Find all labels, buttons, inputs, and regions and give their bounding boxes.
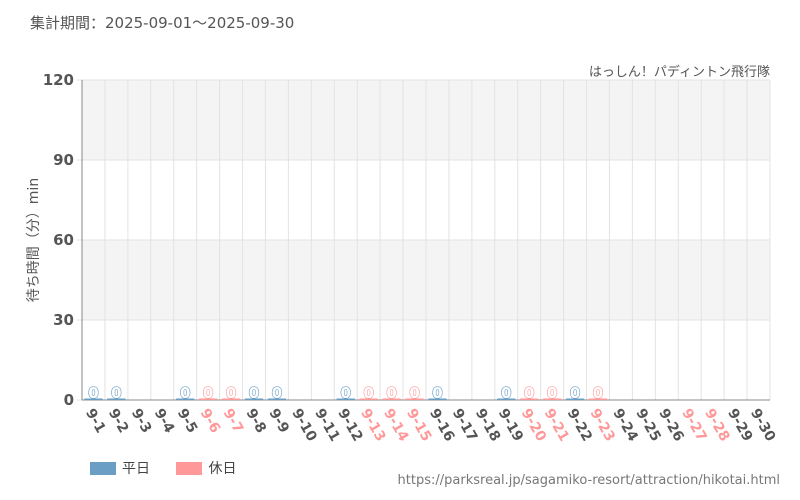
data-label: 0 [249, 384, 259, 402]
weekday-swatch [90, 461, 116, 475]
data-label: 0 [180, 384, 190, 402]
bar [267, 398, 287, 400]
bar [84, 398, 103, 400]
data-label: 0 [570, 384, 580, 402]
bar [588, 398, 608, 400]
legend: 平日 休日 [90, 458, 258, 479]
bar [382, 398, 401, 400]
legend-item-holiday[interactable]: 休日 [176, 458, 236, 478]
source-url[interactable]: https://parksreal.jp/sagamiko-resort/att… [397, 473, 780, 488]
data-label: 0 [111, 384, 121, 402]
data-label: 0 [341, 384, 351, 402]
bar [565, 398, 585, 400]
bar [359, 398, 378, 400]
bar [428, 398, 447, 400]
x-tick-label: 9-9 [265, 406, 292, 436]
data-label: 0 [88, 384, 98, 402]
holiday-swatch [176, 461, 203, 475]
bar [221, 398, 241, 400]
bar [497, 398, 516, 400]
data-label: 0 [501, 384, 511, 402]
attraction-name: はっしん！パディントン飛行隊 [588, 65, 770, 80]
x-tick-label: 9-8 [243, 406, 270, 436]
x-tick-label: 9-4 [151, 406, 178, 436]
bar [107, 398, 126, 400]
data-label: 0 [593, 384, 603, 402]
x-tick-label: 9-2 [105, 406, 132, 436]
data-label: 0 [203, 384, 213, 402]
bar [405, 398, 424, 400]
data-label: 0 [226, 384, 236, 402]
bar [244, 398, 264, 400]
data-label: 0 [272, 384, 282, 402]
x-tick-label: 9-5 [174, 406, 201, 436]
x-tick-label: 9-30 [747, 406, 779, 445]
x-tick-label: 9-6 [197, 406, 224, 436]
bar [542, 398, 562, 400]
y-tick-label: 90 [53, 151, 74, 169]
bar [520, 398, 539, 400]
y-tick-label: 120 [43, 71, 74, 89]
data-label: 0 [432, 384, 442, 402]
bar [198, 398, 218, 400]
bar [176, 398, 195, 400]
collection-period: 集計期間：2025-09-01〜2025-09-30 [30, 14, 295, 32]
x-tick-label: 9-1 [82, 406, 109, 436]
data-label: 0 [386, 384, 396, 402]
x-tick-label: 9-7 [220, 406, 247, 436]
y-tick-label: 60 [53, 231, 74, 249]
data-label: 0 [524, 384, 534, 402]
legend-holiday-label: 休日 [208, 461, 237, 477]
legend-item-weekday[interactable]: 平日 [90, 458, 150, 478]
data-label: 0 [363, 384, 373, 402]
y-tick-label: 30 [53, 311, 74, 329]
data-label: 0 [547, 384, 557, 402]
legend-weekday-label: 平日 [122, 461, 150, 477]
bar [336, 398, 355, 400]
data-label: 0 [409, 384, 419, 402]
y-tick-label: 0 [64, 391, 74, 409]
x-tick-label: 9-3 [128, 406, 155, 436]
